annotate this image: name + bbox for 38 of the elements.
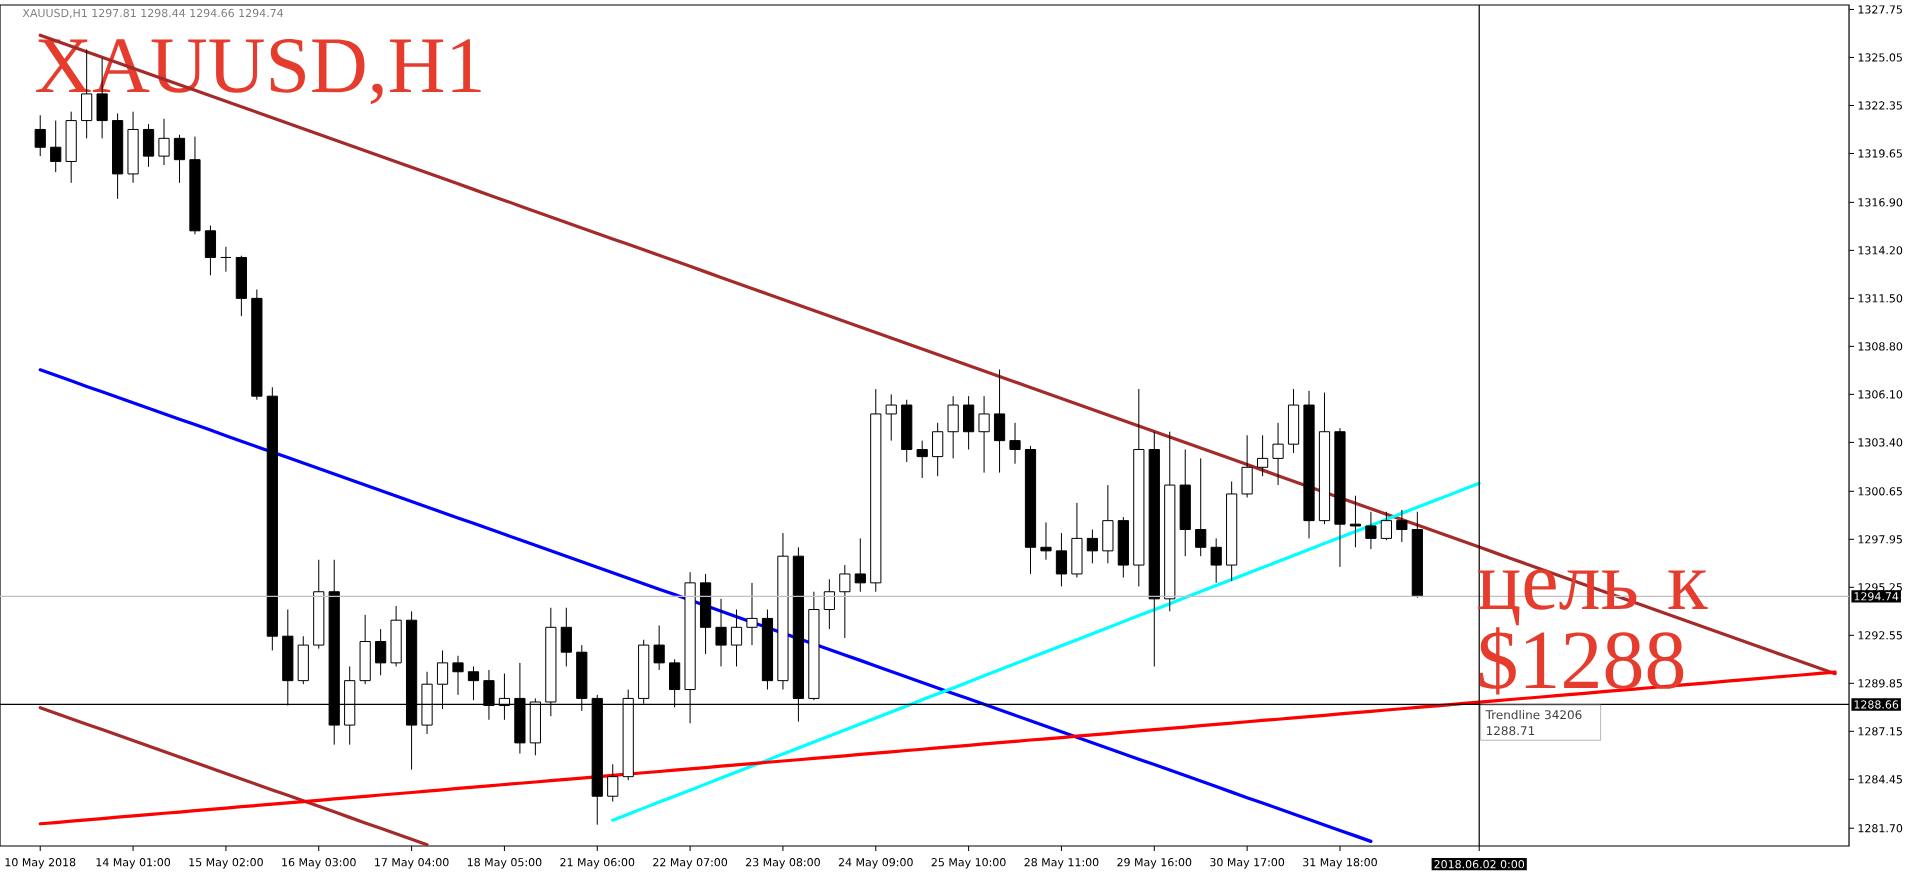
y-tick-label: 1287.15: [1858, 727, 1902, 736]
y-tick-label: 1308.80: [1858, 342, 1903, 351]
y-tick-label: 1319.65: [1858, 149, 1902, 158]
x-tick-label: 10 May 2018: [5, 858, 76, 869]
y-tick-label: 1306.10: [1858, 390, 1903, 399]
x-tick-label: 30 May 17:00: [1210, 858, 1285, 869]
y-tick-label: 1300.65: [1858, 487, 1902, 496]
y-tick-label: 1292.55: [1858, 631, 1902, 640]
y-tick-label: 1314.20: [1858, 246, 1903, 255]
x-tick-label: 14 May 01:00: [96, 858, 171, 869]
x-tick-label: 23 May 08:00: [746, 858, 820, 869]
y-tick-label: 1297.95: [1858, 535, 1902, 544]
y-tick-label: 1289.85: [1858, 679, 1902, 688]
x-tick-label: 29 May 16:00: [1117, 858, 1192, 869]
annotation: Trendline 34206 1288.71: [1485, 709, 1582, 736]
x-tick-label: 21 May 06:00: [560, 858, 635, 869]
chart-subtitle: XAUUSD,H1 1297.81 1298.44 1294.66 1294.74: [22, 8, 284, 19]
y-tick-label: 1311.50: [1858, 294, 1903, 303]
x-tick-label: 18 May 05:00: [467, 858, 542, 869]
y-tick-label: 1284.45: [1858, 775, 1902, 784]
x-tick-label: 16 May 03:00: [282, 858, 356, 869]
x-tick-label: 22 May 07:00: [653, 858, 728, 869]
x-tick-label: 24 May 09:00: [838, 858, 913, 869]
y-tick-label: 1322.35: [1858, 101, 1902, 110]
x-tick-label: 15 May 02:00: [189, 858, 263, 869]
x-tick-label: 28 May 11:00: [1024, 858, 1099, 869]
x-tick-label: 25 May 10:00: [931, 858, 1006, 869]
y-tick-label: 1303.40: [1858, 438, 1903, 447]
x-tick-label: 17 May 04:00: [375, 858, 449, 869]
y-tick-label: 1327.75: [1858, 5, 1902, 14]
x-tick-label: 2018.06.02 0:00: [1434, 860, 1525, 869]
y-tick-label: 1316.90: [1858, 198, 1903, 207]
y-tick-label: 1281.70: [1858, 824, 1903, 833]
y-tick-label: 1325.05: [1858, 53, 1902, 62]
y-tick-label: 1295.25: [1858, 583, 1902, 592]
ref-line-label: 1288.66: [1854, 700, 1899, 709]
ref-line-label: 1294.74: [1854, 592, 1899, 601]
x-tick-label: 31 May 18:00: [1303, 858, 1377, 869]
